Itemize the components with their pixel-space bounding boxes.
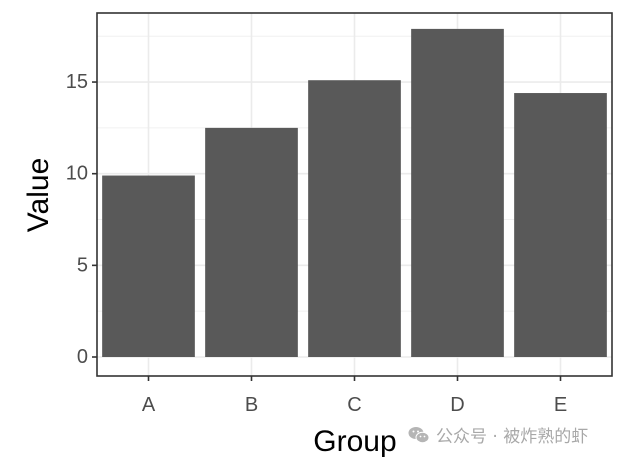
x-axis: A B C D E [142,376,567,416]
y-tick-label: 0 [77,346,88,368]
y-tick-label: 10 [66,163,88,185]
y-axis: 0 5 10 15 [66,71,97,368]
bar-C [308,80,401,357]
x-axis-title: Group [313,425,396,458]
bar-A [102,175,195,357]
x-tick-label: E [554,394,567,416]
bars [102,28,607,357]
bar-B [205,127,298,357]
x-tick-label: C [347,394,361,416]
y-tick-label: 15 [66,71,88,93]
watermark-text: 公众号 · 被炸熟的虾 [436,427,589,447]
y-axis-title: Value [22,158,55,233]
bar-E [514,93,607,357]
x-tick-label: A [142,394,156,416]
x-tick-label: B [245,394,258,416]
wechat-icon [408,426,430,444]
y-tick-label: 5 [77,254,88,276]
watermark: 公众号 · 被炸熟的虾 [408,422,588,447]
bar-D [411,28,504,357]
x-tick-label: D [450,394,464,416]
